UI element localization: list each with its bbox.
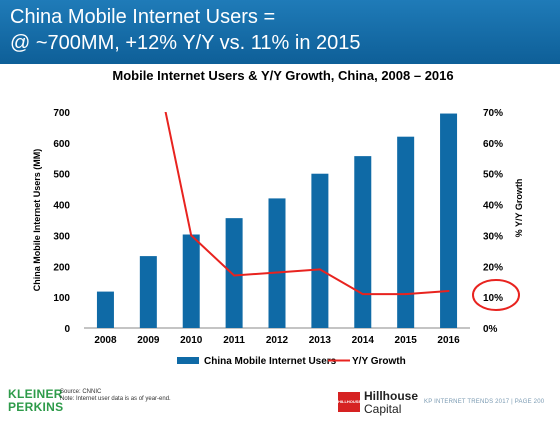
- y2-tick-label: 50%: [483, 170, 503, 181]
- y2-tick-label: 0%: [483, 324, 498, 335]
- slide-title-line-2: @ ~700MM, +12% Y/Y vs. 11% in 2015: [10, 32, 361, 54]
- legend-label-growth: Y/Y Growth: [352, 356, 406, 367]
- y2-tick-label: 30%: [483, 231, 503, 242]
- y-tick-label: 300: [53, 231, 70, 242]
- legend-swatch-bar: [177, 357, 199, 364]
- y-tick-label: 600: [53, 139, 70, 150]
- growth-point: [404, 293, 407, 296]
- logo-line-1: KLEINER: [8, 387, 63, 401]
- bar: [354, 156, 372, 328]
- y2-tick-label: 70%: [483, 108, 503, 119]
- y-axis-title: China Mobile Internet Users (MM): [32, 149, 42, 292]
- hillhouse-sub: Capital: [364, 402, 402, 416]
- growth-line: [164, 112, 449, 296]
- x-tick-label: 2013: [309, 335, 332, 346]
- slide-title-line-1: China Mobile Internet Users =: [10, 6, 276, 28]
- source-note: Source: CNNIC Note: Internet user data i…: [60, 389, 171, 403]
- y-tick-label: 500: [53, 170, 70, 181]
- x-tick-label: 2008: [94, 335, 117, 346]
- bar: [96, 291, 114, 328]
- chart-title: Mobile Internet Users & Y/Y Growth, Chin…: [112, 68, 453, 83]
- y-tick-label: 400: [53, 201, 70, 212]
- growth-point: [447, 289, 450, 292]
- bar: [182, 234, 200, 328]
- y-tick-label: 100: [53, 293, 70, 304]
- bar: [397, 136, 415, 328]
- growth-point: [233, 274, 236, 277]
- x-tick-label: 2015: [395, 335, 418, 346]
- bar: [440, 113, 458, 328]
- x-tick-label: 2014: [352, 335, 375, 346]
- y2-tick-label: 20%: [483, 262, 503, 273]
- growth-point: [318, 268, 321, 271]
- source-line-1: Source: CNNIC: [60, 389, 102, 395]
- source-line-2: Note: Internet user data is as of year-e…: [60, 396, 171, 402]
- y2-tick-label: 10%: [483, 293, 503, 304]
- highlight-circle: [472, 278, 520, 311]
- y2-tick-label: 60%: [483, 139, 503, 150]
- logo-line-2: PERKINS: [8, 400, 64, 414]
- y2-tick-label: 40%: [483, 201, 503, 212]
- x-tick-label: 2010: [180, 335, 203, 346]
- bar: [225, 218, 243, 328]
- kleiner-perkins-logo: KLEINER PERKINS: [8, 388, 63, 414]
- y-tick-label: 200: [53, 262, 70, 273]
- x-tick-label: 2009: [137, 335, 160, 346]
- y-tick-label: 700: [53, 108, 70, 119]
- bar: [268, 198, 286, 328]
- bar: [139, 256, 157, 328]
- page-footer-text: KP INTERNET TRENDS 2017 | PAGE 200: [424, 399, 545, 405]
- hillhouse-name: Hillhouse: [364, 389, 419, 403]
- hillhouse-logo-box: HILLHOUSE: [338, 392, 361, 412]
- growth-point: [190, 234, 193, 237]
- growth-point: [361, 293, 364, 296]
- y-tick-label: 0: [64, 324, 70, 335]
- x-tick-label: 2011: [223, 335, 245, 346]
- growth-point: [276, 271, 278, 274]
- slide-header: China Mobile Internet Users = @ ~700MM, …: [0, 0, 560, 64]
- combo-chart: Mobile Internet Users & Y/Y Growth, Chin…: [32, 68, 524, 367]
- x-tick-label: 2016: [437, 335, 460, 346]
- x-tick-label: 2012: [266, 335, 289, 346]
- bar: [311, 173, 329, 328]
- y2-axis-title: % Y/Y Growth: [514, 179, 524, 238]
- legend-label-users: China Mobile Internet Users: [204, 356, 337, 367]
